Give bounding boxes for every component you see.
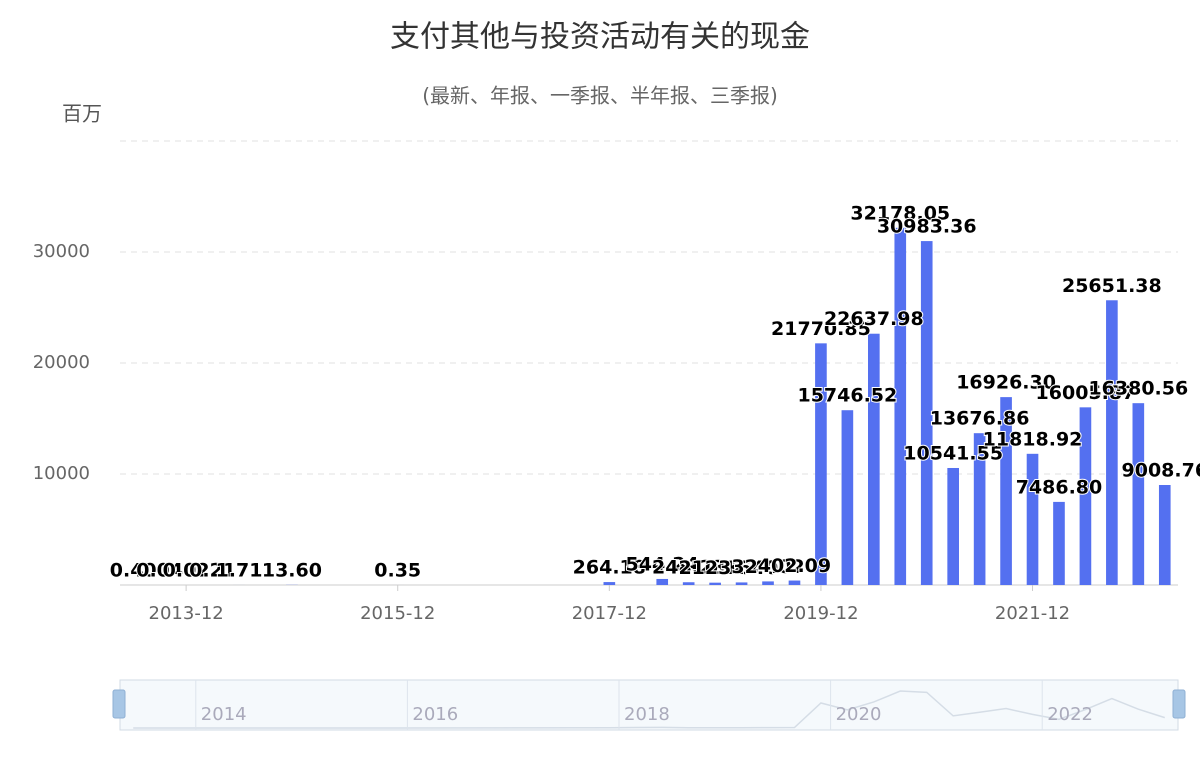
zoom-handle-right[interactable]	[1173, 690, 1185, 718]
bar	[789, 581, 801, 585]
data-label: 402.09	[758, 555, 831, 577]
data-label: 13.60	[262, 559, 322, 581]
data-label: 25651.38	[1062, 275, 1162, 297]
chart-subtitle: (最新、年报、一季报、半年报、三季报)	[422, 84, 778, 108]
bar	[656, 579, 668, 585]
bar	[1159, 485, 1171, 585]
data-label: 11818.92	[983, 428, 1083, 450]
data-label: 30983.36	[877, 216, 977, 238]
data-label: 22637.98	[824, 308, 924, 330]
data-label: 16380.56	[1088, 378, 1188, 400]
x-tick-label: 2017-12	[572, 603, 647, 624]
data-label: 1.71	[216, 559, 263, 581]
zoom-label: 2020	[836, 704, 882, 725]
data-label: 0.35	[374, 559, 421, 581]
bar	[1133, 403, 1145, 585]
zoom-label: 2022	[1047, 704, 1093, 725]
bar	[1106, 300, 1118, 585]
x-tick-label: 2019-12	[783, 603, 858, 624]
bar	[683, 582, 695, 585]
zoom-label: 2014	[201, 704, 247, 725]
x-tick-label: 2013-12	[149, 603, 224, 624]
data-label: 9008.76	[1122, 460, 1200, 482]
bar	[604, 582, 616, 585]
bar	[736, 582, 748, 585]
zoom-label: 2018	[624, 704, 670, 725]
bar	[868, 334, 880, 585]
x-tick-label: 2021-12	[995, 603, 1070, 624]
data-label: 15746.52	[797, 385, 897, 407]
y-axis-label: 百万	[62, 102, 102, 126]
y-tick-label: 10000	[33, 463, 90, 484]
bar	[815, 343, 827, 585]
zoom-label: 2016	[412, 704, 458, 725]
zoom-handle-left[interactable]	[113, 690, 125, 718]
data-label: 13676.86	[930, 408, 1030, 430]
bar	[1053, 502, 1065, 585]
chart-title: 支付其他与投资活动有关的现金	[390, 20, 810, 55]
x-tick-label: 2015-12	[360, 603, 435, 624]
bar	[1027, 454, 1039, 585]
data-label: 7486.80	[1016, 476, 1103, 498]
bar	[842, 410, 854, 585]
y-tick-label: 30000	[33, 241, 90, 262]
bar	[947, 468, 959, 585]
bar	[762, 581, 774, 585]
y-tick-label: 20000	[33, 352, 90, 373]
bar	[709, 583, 721, 585]
